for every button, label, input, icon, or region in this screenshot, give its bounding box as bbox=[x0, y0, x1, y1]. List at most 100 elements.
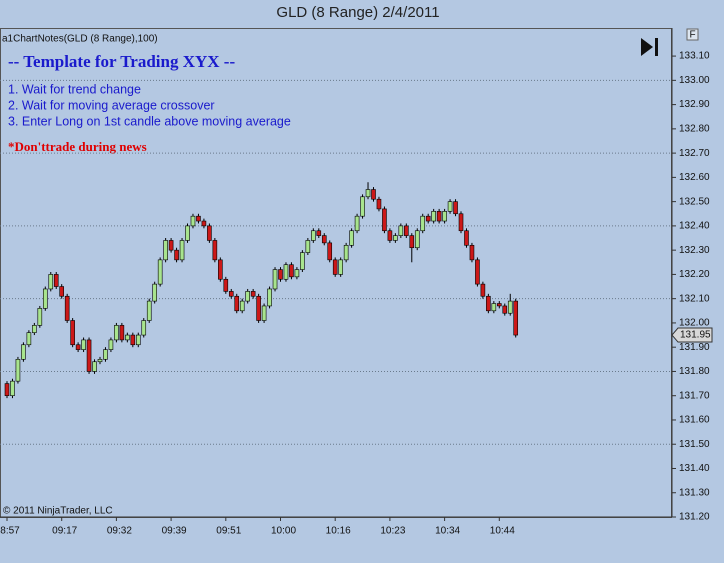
candle-body bbox=[305, 240, 311, 253]
candle-body bbox=[53, 274, 59, 287]
candle-body bbox=[272, 269, 278, 290]
plot-area bbox=[0, 79, 672, 445]
x-tick-label: 09:17 bbox=[52, 526, 77, 537]
candle-body bbox=[294, 269, 300, 278]
candle-body bbox=[360, 196, 365, 217]
candle-body bbox=[376, 198, 382, 210]
candle-body bbox=[108, 339, 114, 350]
candle-body bbox=[338, 259, 343, 275]
candle-body bbox=[365, 189, 371, 198]
y-tick-label: 131.50 bbox=[679, 439, 710, 450]
candle-body bbox=[371, 189, 376, 200]
candle-body bbox=[103, 349, 108, 360]
candle-body bbox=[32, 325, 37, 333]
y-tick-label: 131.60 bbox=[679, 415, 710, 426]
note-item: 1. Wait for trend change bbox=[8, 82, 141, 96]
x-tick-label: 09:39 bbox=[162, 526, 187, 537]
x-tick-label: 8:57 bbox=[0, 526, 20, 537]
candle-body bbox=[398, 225, 404, 236]
candle-body bbox=[26, 332, 32, 346]
candle-body bbox=[212, 240, 218, 261]
candle-body bbox=[4, 383, 10, 397]
candle-body bbox=[311, 230, 316, 241]
candle-body bbox=[218, 259, 223, 280]
candle-body bbox=[332, 259, 338, 275]
candle-body bbox=[436, 211, 442, 222]
candle-body bbox=[223, 278, 229, 292]
candle-body bbox=[179, 240, 185, 261]
y-tick-label: 132.60 bbox=[679, 172, 710, 183]
candle-body bbox=[196, 215, 201, 222]
candle-body bbox=[486, 295, 491, 312]
candle-body bbox=[130, 334, 136, 346]
candle-body bbox=[152, 283, 157, 302]
candle-body bbox=[278, 269, 283, 280]
candle-body bbox=[496, 303, 502, 307]
candle-body bbox=[15, 359, 21, 382]
candle-body bbox=[420, 215, 426, 232]
x-tick-label: 10:16 bbox=[326, 526, 351, 537]
y-tick-label: 131.40 bbox=[679, 463, 710, 474]
indicator-label: a1ChartNotes(GLD (8 Range),100) bbox=[2, 34, 158, 45]
candle-body bbox=[239, 300, 245, 312]
y-tick-label: 132.80 bbox=[679, 124, 710, 135]
candle-body bbox=[256, 295, 261, 321]
candle-body bbox=[146, 300, 152, 321]
candle-body bbox=[343, 245, 349, 261]
candle-body bbox=[86, 339, 92, 372]
candle-body bbox=[190, 215, 196, 227]
note-item: 3. Enter Long on 1st candle above moving… bbox=[8, 114, 291, 128]
play-icon-bar[interactable] bbox=[655, 38, 658, 56]
last-price-label: 131.95 bbox=[680, 330, 711, 341]
candle-body bbox=[267, 288, 272, 307]
candle-body bbox=[245, 291, 250, 302]
candle-body bbox=[92, 361, 97, 372]
note-warning: *Don'ttrade during news bbox=[8, 139, 147, 154]
candle-body bbox=[442, 211, 447, 222]
candle-body bbox=[157, 259, 163, 285]
f-button-label[interactable]: F bbox=[689, 30, 695, 41]
candle-body bbox=[119, 325, 125, 341]
y-tick-label: 132.50 bbox=[679, 196, 710, 207]
play-icon[interactable] bbox=[641, 38, 653, 56]
y-tick-label: 132.20 bbox=[679, 269, 710, 280]
y-tick-label: 131.80 bbox=[679, 366, 710, 377]
y-tick-label: 132.40 bbox=[679, 221, 710, 232]
candle-body bbox=[382, 208, 387, 232]
last-price-box bbox=[671, 327, 713, 343]
candle-body bbox=[404, 225, 409, 236]
f-button[interactable] bbox=[686, 28, 699, 41]
y-tick-label: 131.30 bbox=[679, 487, 710, 498]
copyright: © 2011 NinjaTrader, LLC bbox=[3, 506, 113, 517]
y-tick-label: 131.20 bbox=[679, 512, 710, 523]
candle-body bbox=[141, 320, 147, 336]
candle-body bbox=[59, 286, 65, 297]
y-tick-label: 133.10 bbox=[679, 51, 710, 62]
note-item: 2. Wait for moving average crossover bbox=[8, 98, 215, 112]
x-tick-label: 10:00 bbox=[271, 526, 296, 537]
x-tick-label: 10:44 bbox=[490, 526, 515, 537]
candle-body bbox=[480, 283, 486, 297]
candle-body bbox=[464, 230, 469, 246]
candle-body bbox=[327, 242, 333, 261]
chart-title: GLD (8 Range) 2/4/2011 bbox=[276, 4, 439, 21]
candle-body bbox=[114, 325, 119, 341]
candle-body bbox=[502, 305, 508, 314]
candle-body bbox=[453, 201, 458, 215]
y-tick-label: 131.70 bbox=[679, 390, 710, 401]
y-tick-label: 132.90 bbox=[679, 99, 710, 110]
candle-body bbox=[75, 344, 81, 350]
notes-heading: -- Template for Trading XYX -- bbox=[8, 52, 235, 71]
candle-body bbox=[48, 274, 54, 290]
scroll-end-button[interactable] bbox=[641, 38, 658, 56]
candle-body bbox=[207, 225, 212, 241]
x-tick-label: 10:34 bbox=[435, 526, 460, 537]
x-tick-label: 09:51 bbox=[216, 526, 241, 537]
candle-body bbox=[491, 303, 497, 312]
candle-body bbox=[431, 211, 436, 222]
candle-body bbox=[168, 240, 174, 251]
y-tick-label: 132.10 bbox=[679, 293, 710, 304]
candle-body bbox=[125, 334, 130, 341]
candle-body bbox=[387, 230, 393, 241]
